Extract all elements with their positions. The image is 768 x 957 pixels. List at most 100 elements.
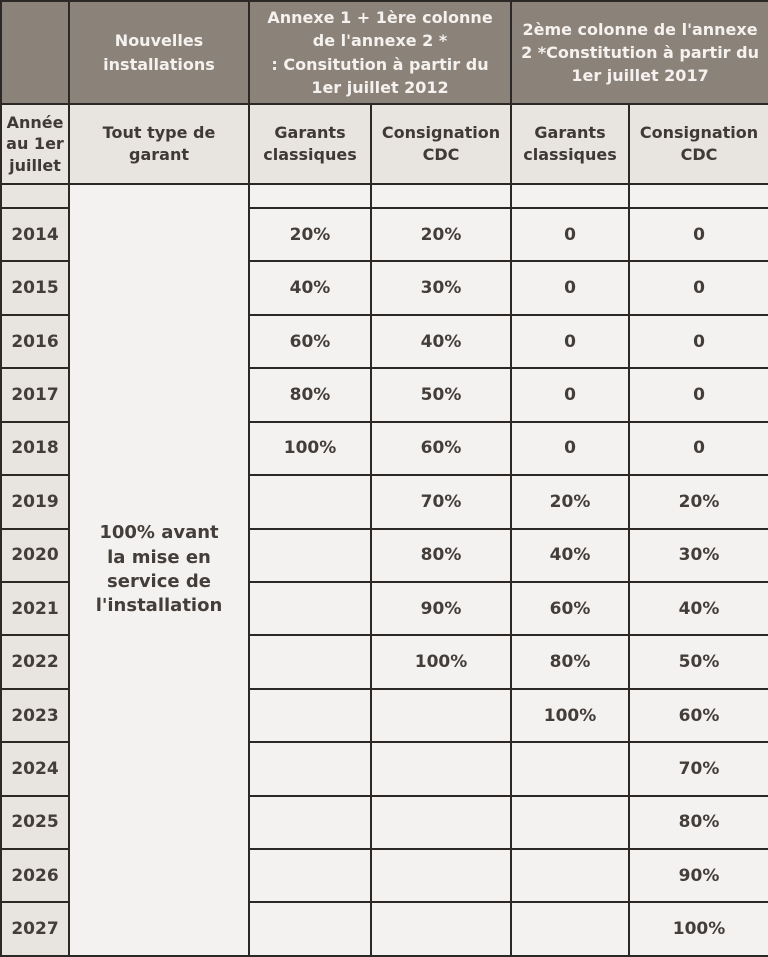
table-row-2017: 2017 80% 50% 0 0 [0, 367, 768, 423]
value-garants-2017: 20% [510, 474, 631, 530]
year-cell: 2024 [0, 741, 70, 797]
year-cell: 2017 [0, 367, 70, 423]
header-tout-type-de-garant: Tout type de garant [68, 103, 250, 185]
value-cdc-2017: 50% [628, 634, 768, 690]
value-cdc-2012: 40% [369, 313, 513, 370]
value-garants-2012: 20% [248, 206, 372, 263]
value-garants-2017: 0 [510, 420, 631, 477]
value-garants-2017 [510, 741, 631, 797]
table-row-2021: 2021 90% 60% 40% [0, 580, 768, 637]
value-garants-2012 [248, 580, 372, 637]
header-annexe-2017: 2ème colonne de l'annexe 2 *Constitution… [510, 0, 768, 105]
value-garants-2012 [248, 687, 372, 744]
corner-cell [0, 0, 70, 105]
value-cdc-2012 [369, 848, 513, 904]
value-cdc-2012 [369, 741, 513, 797]
table-row-2014: 2014 20% 20% 0 0 [0, 206, 768, 263]
value-cdc-2017: 70% [628, 741, 768, 797]
value-garants-2012: 60% [248, 313, 372, 370]
value-garants-2017: 0 [510, 260, 631, 316]
header-garants-classiques-2012: Garants classiques [248, 103, 372, 185]
header-garants-classiques-2017: Garants classiques [510, 103, 631, 185]
year-cell: 2016 [0, 313, 70, 370]
value-cdc-2017: 0 [628, 206, 768, 263]
value-garants-2017 [510, 848, 631, 904]
value-cdc-2012: 80% [369, 527, 513, 583]
value-cdc-2017: 40% [628, 580, 768, 637]
value-garants-2017 [510, 901, 631, 957]
table-row-2022: 2022 100% 80% 50% [0, 634, 768, 690]
value-garants-2012: 80% [248, 367, 372, 423]
value-garants-2012 [248, 794, 372, 851]
header-annee-au-1er-juillet: Année au 1er juillet [0, 103, 70, 185]
value-cdc-2012: 60% [369, 420, 513, 477]
value-cdc-2017: 60% [628, 687, 768, 744]
year-cell: 2026 [0, 848, 70, 904]
value-garants-2017: 0 [510, 367, 631, 423]
note-cell-100-avant-mise-en-service: 100% avant la mise en service de l'insta… [68, 183, 250, 957]
year-cell: 2022 [0, 634, 70, 690]
value-cdc-2012: 30% [369, 260, 513, 316]
spacer-cell [248, 183, 372, 209]
value-cdc-2012 [369, 687, 513, 744]
year-cell: 2015 [0, 260, 70, 316]
value-garants-2012 [248, 527, 372, 583]
year-cell: 2021 [0, 580, 70, 637]
value-cdc-2012 [369, 794, 513, 851]
year-cell: 2023 [0, 687, 70, 744]
value-cdc-2017: 0 [628, 420, 768, 477]
value-cdc-2012: 100% [369, 634, 513, 690]
header-consignation-cdc-2017: Consignation CDC [628, 103, 768, 185]
year-cell: 2018 [0, 420, 70, 477]
header-annexe-2012: Annexe 1 + 1ère colonne de l'annexe 2 * … [247, 0, 513, 105]
value-cdc-2017: 90% [628, 848, 768, 904]
year-cell: 2020 [0, 527, 70, 583]
year-cell: 2025 [0, 794, 70, 851]
header-row-2: Année au 1er juillet Tout type de garant… [0, 103, 768, 185]
table-row-2025: 2025 80% [0, 794, 768, 851]
value-garants-2017: 60% [510, 580, 631, 637]
value-cdc-2017: 20% [628, 474, 768, 530]
value-garants-2017: 80% [510, 634, 631, 690]
value-cdc-2017: 0 [628, 313, 768, 370]
header-row-1: Nouvelles installations Annexe 1 + 1ère … [0, 0, 768, 105]
header-consignation-cdc-2012: Consignation CDC [369, 103, 513, 185]
value-garants-2012 [248, 901, 372, 957]
value-garants-2012 [248, 634, 372, 690]
table-row-2026: 2026 90% [0, 848, 768, 904]
table-row-2015: 2015 40% 30% 0 0 [0, 260, 768, 316]
spacer-cell-year [0, 183, 70, 209]
value-garants-2012: 100% [248, 420, 372, 477]
value-garants-2012 [248, 741, 372, 797]
table-row-2024: 2024 70% [0, 741, 768, 797]
value-cdc-2017: 0 [628, 260, 768, 316]
table-row-2020: 2020 80% 40% 30% [0, 527, 768, 583]
value-cdc-2017: 80% [628, 794, 768, 851]
spacer-row: 100% avant la mise en service de l'insta… [0, 183, 768, 957]
year-cell: 2014 [0, 206, 70, 263]
value-cdc-2012: 50% [369, 367, 513, 423]
value-garants-2017: 0 [510, 206, 631, 263]
table-row-2016: 2016 60% 40% 0 0 [0, 313, 768, 370]
value-garants-2017: 0 [510, 313, 631, 370]
value-garants-2017 [510, 794, 631, 851]
table-row-2019: 2019 70% 20% 20% [0, 474, 768, 530]
table-row-2018: 2018 100% 60% 0 0 [0, 420, 768, 477]
value-cdc-2012: 20% [369, 206, 513, 263]
value-cdc-2012 [369, 901, 513, 957]
spacer-cell [510, 183, 631, 209]
value-cdc-2017: 30% [628, 527, 768, 583]
header-nouvelles-installations: Nouvelles installations [68, 0, 250, 105]
value-garants-2012 [248, 848, 372, 904]
value-cdc-2017: 100% [628, 901, 768, 957]
table-row-2023: 2023 100% 60% [0, 687, 768, 744]
value-garants-2012: 40% [248, 260, 372, 316]
value-garants-2012 [248, 474, 372, 530]
year-cell: 2019 [0, 474, 70, 530]
year-cell: 2027 [0, 901, 70, 957]
value-garants-2017: 100% [510, 687, 631, 744]
value-cdc-2012: 90% [369, 580, 513, 637]
value-garants-2017: 40% [510, 527, 631, 583]
spacer-cell [628, 183, 768, 209]
